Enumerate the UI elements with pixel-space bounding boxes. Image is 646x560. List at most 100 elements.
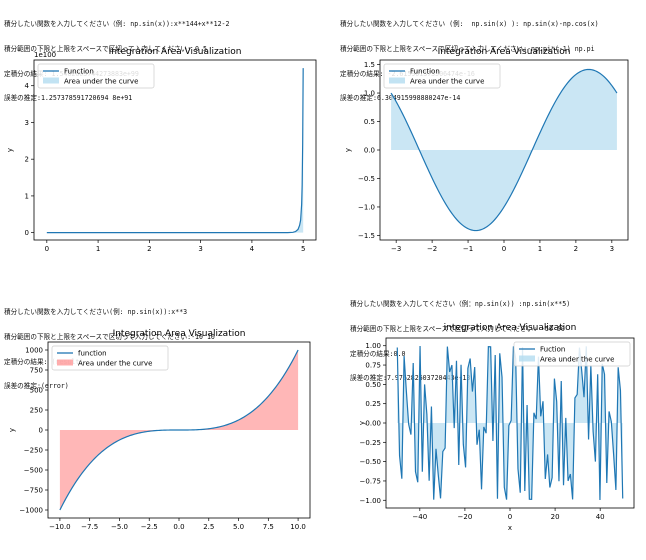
legend-area-swatch <box>57 359 73 366</box>
x-tick-label: −20 <box>458 513 473 521</box>
y-tick-label: 250 <box>30 407 43 415</box>
x-tick-label: 2 <box>147 245 151 253</box>
console-line: 積分範囲の下限と上限をスペースで区切って入力してください:-10 10 <box>4 333 215 342</box>
console-line: 積分したい関数を入力してください（例: np.sin(x)):x**144+x*… <box>4 20 230 29</box>
y-tick-label: 750 <box>30 367 43 375</box>
y-tick-label: −0.50 <box>360 458 381 466</box>
y-tick-label: 500 <box>30 387 43 395</box>
console-line: 積分範囲の下限と上限をスペースで区切って入力してください: 0 5 <box>4 45 207 54</box>
x-tick-label: 3 <box>610 245 614 253</box>
console-line: 誤差の推定:7.976282603720443e-13 <box>350 374 471 383</box>
chart-figure: Integration Area Visualization −10.0 −7.5 −… <box>8 329 311 531</box>
y-tick-label: 1.5 <box>364 61 375 69</box>
x-tick-label: −7.5 <box>81 523 98 531</box>
x-tick-label: 10.0 <box>290 523 306 531</box>
legend-area-swatch <box>389 77 405 84</box>
chart-figure: Integration Area Visualization 0 1 2 3 4 5 0 1 2 3… <box>6 47 317 253</box>
panel-bottom-right: 積分したい関数を入力してください（例：np.sin(x)) :np.sin(x*… <box>350 284 642 556</box>
y-tick-label: −1.5 <box>358 232 375 240</box>
console-line: 積分範囲の下限と上限をスペースで区切って入力してください: -50 50 <box>350 325 565 334</box>
function-line <box>59 349 299 511</box>
y-offset-label: 1e100 <box>34 51 56 59</box>
console-line: 定積分の結果:0.0 <box>350 349 406 358</box>
y-axis-label: y <box>344 148 352 152</box>
x-tick-label: 5 <box>301 245 305 253</box>
legend-entry-function: Function <box>410 68 440 76</box>
x-tick-label: −3 <box>391 245 401 253</box>
y-tick-label: −750 <box>24 487 43 495</box>
y-tick-label: −0.5 <box>358 175 375 183</box>
legend-box <box>513 341 631 367</box>
x-tick-label: 2.5 <box>203 523 214 531</box>
y-tick-label: 0 <box>39 427 43 435</box>
x-tick-label: −10.0 <box>49 523 70 531</box>
x-axis-label: x <box>508 524 512 532</box>
legend-box <box>383 63 501 89</box>
x-tick-label: 7.5 <box>263 523 274 531</box>
y-axis-label: y <box>8 428 16 432</box>
y-tick-label: 0.5 <box>364 118 375 126</box>
legend-area-swatch <box>43 77 59 84</box>
chart-figure: integration Area Visualization −40 −20 0 20 4… <box>358 323 635 532</box>
x-tick-label: 0 <box>502 245 506 253</box>
panel-top-right: 積分したい関数を入力してください (例: np.sin(x) ): np.sin… <box>340 4 640 254</box>
y-tick-label: 0.0 <box>364 147 375 155</box>
x-tick-label: 0 <box>45 245 49 253</box>
console-line: 積分したい関数を入力してください (例: np.sin(x) ): np.sin… <box>340 20 599 29</box>
function-line <box>396 345 624 501</box>
legend-entry-function: Fuction <box>540 346 565 354</box>
legend-entry-area: Area under the curve <box>64 78 138 86</box>
y-tick-label: −0.75 <box>360 477 381 485</box>
chart-title: integration Area Visualization <box>444 323 577 333</box>
y-tick-label: 1.0 <box>364 90 375 98</box>
chart-title: Integration Area Visualization <box>109 47 242 57</box>
y-tick-label: 4 <box>25 82 30 90</box>
y-tick-label: −1.0 <box>358 203 375 211</box>
legend-entry-function: Function <box>64 68 94 76</box>
area-under-curve <box>391 69 617 231</box>
function-line <box>390 68 618 232</box>
chart-figure: Integration Area Visualization −3 −2 −1 0 1 2 3… <box>344 47 629 253</box>
y-tick-label: 0.00 <box>365 420 381 428</box>
x-tick-label: 0.0 <box>173 523 184 531</box>
x-tick-label: −1 <box>463 245 473 253</box>
y-tick-label: −500 <box>24 467 43 475</box>
y-tick-label: 3 <box>25 119 29 127</box>
x-tick-label: 3 <box>198 245 202 253</box>
console-output: 積分したい関数を入力してください（例：np.sin(x)) :np.sin(x*… <box>350 284 570 399</box>
legend-box <box>51 345 169 371</box>
console-line: 誤差の推定:(error) <box>4 382 69 391</box>
console-line: 積分したい関数を入力してください(例: np.sin(x)):x**3 <box>4 308 188 317</box>
function-line <box>46 68 304 234</box>
y-tick-label: 1000 <box>25 347 43 355</box>
legend-area-swatch <box>519 355 535 362</box>
area-under-curve <box>287 68 304 233</box>
chart-title: Integration Area Visualization <box>438 47 571 57</box>
x-tick-label: 5.0 <box>233 523 244 531</box>
y-axis-label: y <box>6 148 14 152</box>
legend-entry-function: function <box>78 350 107 358</box>
x-tick-label: 2 <box>574 245 578 253</box>
console-line: 誤差の推定:1.257378591720694 8e+91 <box>4 94 133 103</box>
x-tick-label: 1 <box>538 245 542 253</box>
panel-top-left: 積分したい関数を入力してください（例: np.sin(x)):x**144+x*… <box>4 4 324 254</box>
y-tick-label: −1.00 <box>360 497 381 505</box>
console-line: 積分範囲の下限と上限をスペースで区切って入力してください:-np.pi*(-1)… <box>340 45 595 54</box>
chart-title: Integration Area Visualization <box>113 329 246 339</box>
x-tick-label: −5.0 <box>111 523 128 531</box>
x-tick-label: −2.5 <box>141 523 158 531</box>
panel-bottom-left: 積分したい関数を入力してください(例: np.sin(x)):x**3 積分範囲… <box>4 292 324 556</box>
legend-entry-area: Area under the curve <box>78 360 152 368</box>
y-tick-label: −1000 <box>19 507 43 515</box>
console-line: 積分したい関数を入力してください（例：np.sin(x)) :np.sin(x*… <box>350 300 571 309</box>
x-tick-label: 1 <box>96 245 100 253</box>
y-tick-label: 0.25 <box>365 400 381 408</box>
y-tick-label: 1 <box>25 192 29 200</box>
plot-frame <box>33 59 317 241</box>
x-tick-label: −40 <box>412 513 427 521</box>
y-tick-label: 0 <box>25 229 29 237</box>
y-tick-label: 2 <box>25 156 29 164</box>
legend-entry-area: Area under the curve <box>410 78 484 86</box>
y-axis-label: y <box>358 421 366 425</box>
x-tick-label: 20 <box>551 513 560 521</box>
